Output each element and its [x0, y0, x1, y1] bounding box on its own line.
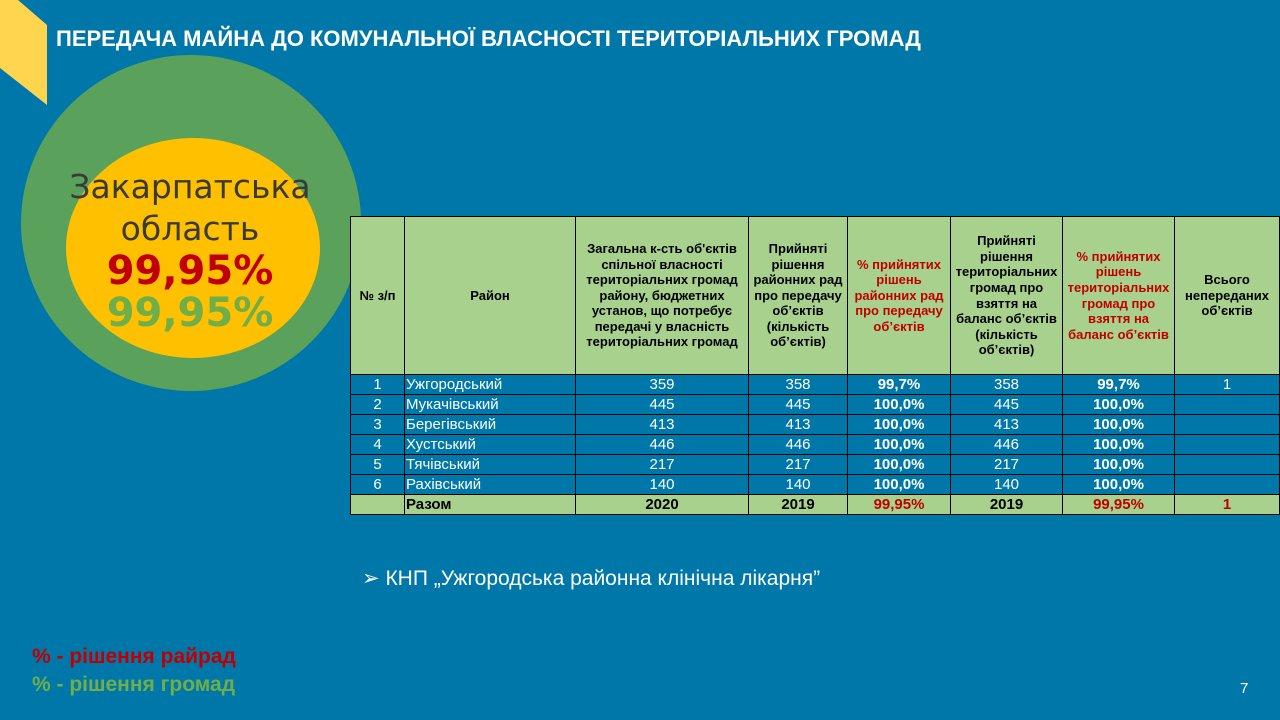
table-cell: 100,0%: [847, 454, 951, 475]
table-row: 1 Ужгородський 359 358 99,7% 358 99,7% 1: [350, 374, 1280, 395]
total-cell: 99,95%: [847, 494, 951, 515]
transfer-table: № з/п Район Загальна к-сть об'єктів спіл…: [350, 216, 1280, 515]
header-cell: № з/п: [350, 216, 405, 375]
table-cell: 100,0%: [847, 394, 951, 415]
table-cell: Берегівський: [404, 414, 576, 435]
header-cell: Загальна к-сть об'єктів спільної власнос…: [575, 216, 749, 375]
table-cell: 1: [350, 374, 405, 395]
table-cell: [1174, 474, 1280, 495]
table-cell: 1: [1174, 374, 1280, 395]
table-row: 3 Берегівський 413 413 100,0% 413 100,0%: [350, 414, 1280, 435]
table-cell: 100,0%: [1062, 454, 1175, 475]
table-cell: 413: [950, 414, 1063, 435]
total-cell: 99,95%: [1062, 494, 1175, 515]
table-cell: 100,0%: [1062, 394, 1175, 415]
legend-gromad: % - рішення громад: [32, 673, 236, 696]
table-cell: Тячівський: [404, 454, 576, 475]
header-cell: Прийняті рішення районних рад про переда…: [748, 216, 848, 375]
table-cell: 445: [950, 394, 1063, 415]
total-cell: 2019: [950, 494, 1063, 515]
table-cell: 359: [575, 374, 749, 395]
header-cell: % прийнятих рішень районних рад про пере…: [847, 216, 951, 375]
table-row: 4 Хустський 446 446 100,0% 446 100,0%: [350, 434, 1280, 455]
table-cell: Ужгородський: [404, 374, 576, 395]
total-cell: 2019: [748, 494, 848, 515]
table-cell: 2: [350, 394, 405, 415]
table-cell: 100,0%: [1062, 434, 1175, 455]
table-cell: 140: [748, 474, 848, 495]
note: ➢ КНП „Ужгородська районна клінічна ліка…: [362, 566, 820, 591]
table-cell: [1174, 454, 1280, 475]
table-cell: 100,0%: [847, 434, 951, 455]
region-name: Закарпатська: [69, 167, 311, 206]
total-cell: 1: [1174, 494, 1280, 515]
header-cell: Район: [404, 216, 576, 375]
table-row: 5 Тячівський 217 217 100,0% 217 100,0%: [350, 454, 1280, 475]
table-cell: 140: [575, 474, 749, 495]
header-cell: % прийнятих рішень територіальних громад…: [1062, 216, 1175, 375]
table-cell: [1174, 394, 1280, 415]
table-cell: 446: [748, 434, 848, 455]
table-cell: 99,7%: [847, 374, 951, 395]
table-cell: 217: [950, 454, 1063, 475]
table-cell: [1174, 434, 1280, 455]
total-cell: 2020: [575, 494, 749, 515]
table-cell: Рахівський: [404, 474, 576, 495]
arrow-bullet-icon: ➢: [362, 567, 386, 590]
page-number: 7: [1240, 680, 1249, 697]
table-cell: 5: [350, 454, 405, 475]
table-row: 2 Мукачівський 445 445 100,0% 445 100,0%: [350, 394, 1280, 415]
table-cell: 100,0%: [1062, 414, 1175, 435]
decorative-chevron: [0, 0, 47, 105]
table-cell: Хустський: [404, 434, 576, 455]
legend-rayrad: % - рішення райрад: [32, 645, 236, 668]
table-cell: 100,0%: [847, 474, 951, 495]
table-cell: 217: [575, 454, 749, 475]
table-cell: 217: [748, 454, 848, 475]
table-cell: 4: [350, 434, 405, 455]
table-cell: [1174, 414, 1280, 435]
inner-circle: [66, 138, 320, 358]
pct-rayrad: 99,95%: [106, 248, 274, 294]
table-row: 6 Рахівський 140 140 100,0% 140 100,0%: [350, 474, 1280, 495]
table-header: № з/п Район Загальна к-сть об'єктів спіл…: [350, 216, 1280, 375]
note-text: КНП „Ужгородська районна клінічна лікарн…: [385, 567, 821, 590]
table-cell: 3: [350, 414, 405, 435]
total-cell: Разом: [404, 494, 576, 515]
table-cell: 99,7%: [1062, 374, 1175, 395]
table-cell: 413: [575, 414, 749, 435]
header-cell: Всього непереданих об’єктів: [1174, 216, 1280, 375]
pct-gromad: 99,95%: [106, 290, 274, 336]
table-cell: Мукачівський: [404, 394, 576, 415]
total-cell: [350, 494, 405, 515]
slide-title: ПЕРЕДАЧА МАЙНА ДО КОМУНАЛЬНОЇ ВЛАСНОСТІ …: [56, 26, 921, 51]
table-cell: 358: [950, 374, 1063, 395]
table-cell: 445: [575, 394, 749, 415]
table-cell: 140: [950, 474, 1063, 495]
table-cell: 446: [950, 434, 1063, 455]
table-cell: 6: [350, 474, 405, 495]
table-cell: 358: [748, 374, 848, 395]
table-cell: 413: [748, 414, 848, 435]
circle-text: Закарпатська область 99,95% 99,95%: [40, 166, 340, 334]
table-cell: 100,0%: [847, 414, 951, 435]
table-cell: 100,0%: [1062, 474, 1175, 495]
table-cell: 445: [748, 394, 848, 415]
region-suffix: область: [120, 209, 260, 248]
table-cell: 446: [575, 434, 749, 455]
total-row: Разом 2020 2019 99,95% 2019 99,95% 1: [350, 494, 1280, 515]
header-cell: Прийняті рішення територіальних громад п…: [950, 216, 1063, 375]
